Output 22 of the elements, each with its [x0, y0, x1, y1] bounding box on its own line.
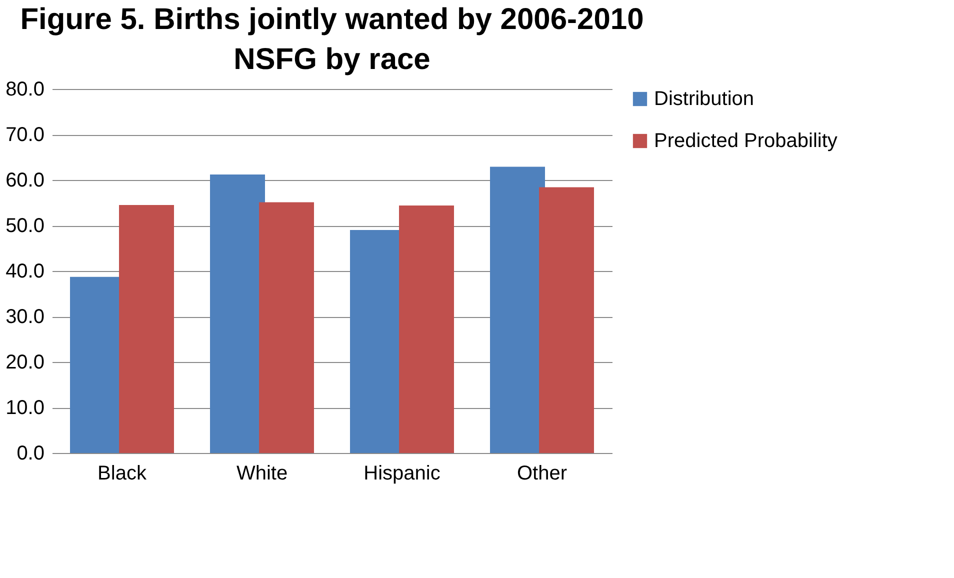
- x-tick-label: Black: [98, 462, 148, 484]
- y-tick-label: 60.0: [6, 170, 44, 192]
- bar: [259, 202, 314, 453]
- y-tick-label: 10.0: [6, 397, 44, 419]
- chart-title: Figure 5. Births jointly wanted by 2006-2010 NSFG by race: [20, 3, 644, 76]
- bar: [119, 205, 174, 453]
- y-tick-label: 70.0: [6, 124, 44, 146]
- bar: [210, 174, 265, 453]
- x-tick-label: Hispanic: [364, 462, 440, 484]
- y-tick-label: 50.0: [6, 215, 44, 237]
- bar: [539, 187, 594, 453]
- bar: [399, 205, 454, 453]
- legend-label: Distribution: [654, 88, 754, 110]
- x-tick-label: White: [236, 462, 288, 484]
- y-tick-label: 40.0: [6, 260, 44, 282]
- y-tick-label: 30.0: [6, 306, 44, 328]
- legend-label: Predicted Probability: [654, 130, 838, 152]
- y-tick-label: 0.0: [16, 442, 44, 464]
- bar: [490, 166, 545, 453]
- y-tick-label: 20.0: [6, 352, 44, 374]
- x-tick-label: Other: [516, 462, 568, 484]
- y-tick-label: 80.0: [6, 78, 44, 100]
